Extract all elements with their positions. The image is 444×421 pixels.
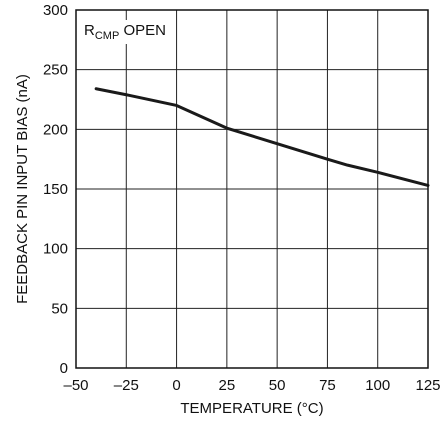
tick-labels: –50 –25 0 25 50 75 100 125 0 50 100 150 200 250 300 — [43, 2, 441, 394]
x-tick-label: 0 — [172, 377, 180, 394]
y-tick-label: 100 — [43, 241, 68, 258]
x-tick-label: 25 — [219, 377, 236, 394]
y-tick-label: 250 — [43, 62, 68, 79]
annotation-main: R — [84, 22, 95, 39]
plot-frame — [75, 9, 429, 369]
y-tick-label: 0 — [60, 360, 68, 377]
y-tick-label: 200 — [43, 121, 68, 138]
x-tick-label: 50 — [269, 377, 286, 394]
x-tick-label: 125 — [415, 377, 440, 394]
series-line — [94, 87, 430, 187]
y-tick-label: 300 — [43, 2, 68, 19]
y-tick-label: 50 — [51, 300, 68, 317]
x-tick-label: 100 — [365, 377, 390, 394]
annotation-rest: OPEN — [119, 22, 166, 39]
annotation-background — [81, 20, 169, 44]
x-tick-label: –25 — [114, 377, 139, 394]
y-axis-label: FEEDBACK PIN INPUT BIAS (nA) — [14, 74, 31, 304]
x-tick-label: –50 — [63, 377, 88, 394]
grid — [76, 10, 428, 368]
x-tick-label: 75 — [319, 377, 336, 394]
x-axis-label: TEMPERATURE (°C) — [180, 400, 323, 417]
annotation-subscript: CMP — [95, 30, 119, 42]
annotation-rcmp-open: RCMP OPEN — [84, 22, 166, 42]
y-tick-label: 150 — [43, 181, 68, 198]
